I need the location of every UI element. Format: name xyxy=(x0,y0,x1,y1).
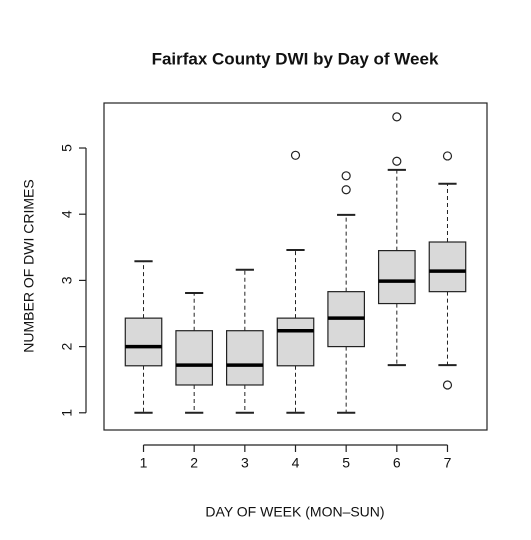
outlier xyxy=(442,380,453,390)
y-tick-label: 4 xyxy=(59,210,75,218)
x-tick-label: 5 xyxy=(342,455,350,471)
chart-title: Fairfax County DWI by Day of Week xyxy=(152,49,439,68)
x-tick-label: 2 xyxy=(190,455,198,471)
y-tick-label: 3 xyxy=(59,276,75,284)
outlier xyxy=(392,112,402,122)
box xyxy=(428,241,467,293)
outlier xyxy=(341,185,351,195)
outlier xyxy=(442,151,453,161)
outlier xyxy=(290,150,301,160)
x-tick-label: 1 xyxy=(140,455,148,471)
box xyxy=(175,330,214,386)
outlier xyxy=(392,156,402,166)
box xyxy=(377,250,416,305)
box xyxy=(276,317,315,367)
box xyxy=(226,330,264,386)
plot-frame xyxy=(103,102,488,431)
x-tick-label: 3 xyxy=(241,455,249,471)
x-axis-label: DAY OF WEEK (MON–SUN) xyxy=(205,504,384,520)
x-tick-label: 6 xyxy=(393,455,401,471)
y-tick-label: 1 xyxy=(59,409,75,417)
y-tick-label: 5 xyxy=(59,144,75,152)
y-tick-label: 2 xyxy=(59,342,75,350)
y-axis-label: NUMBER OF DWI CRIMES xyxy=(21,179,37,352)
x-tick-label: 4 xyxy=(292,455,300,471)
x-tick-label: 7 xyxy=(444,455,452,471)
box xyxy=(124,317,163,367)
outlier xyxy=(341,171,351,181)
